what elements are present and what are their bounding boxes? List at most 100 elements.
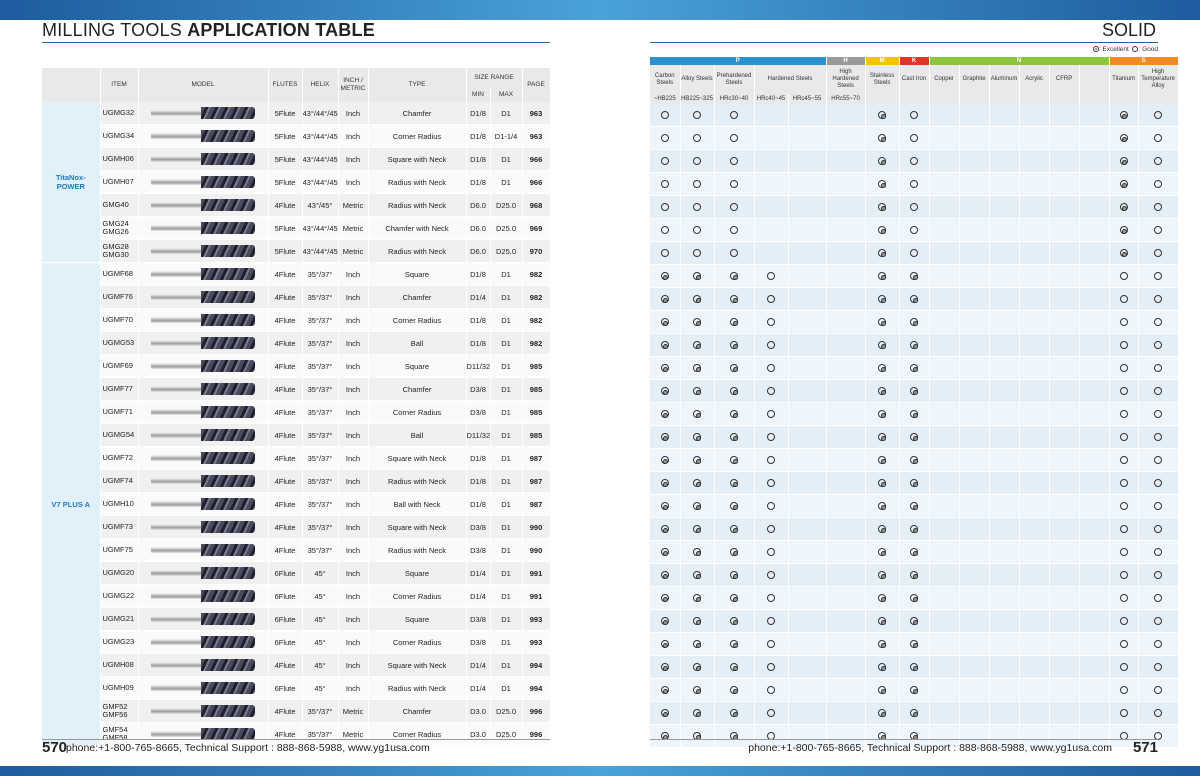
material-label: Carbon Steels — [650, 65, 681, 94]
helix-angle: 35°/37° — [302, 446, 339, 470]
tool-type: Chamfer with Neck — [368, 216, 467, 240]
size-max: D25.0 — [490, 722, 523, 746]
tool-image — [138, 331, 269, 355]
page-reference: 982 — [522, 285, 551, 309]
hardness-label — [959, 94, 990, 104]
rating-cell — [788, 287, 827, 311]
page-reference: 990 — [522, 538, 551, 562]
good-icon — [910, 203, 919, 211]
rating-row — [650, 586, 1179, 610]
excellent-icon — [730, 709, 738, 717]
tool-type: Corner Radius — [368, 308, 467, 332]
rating-cell — [865, 425, 900, 449]
good-icon — [1154, 364, 1163, 372]
rating-cell — [714, 540, 755, 564]
tool-image — [138, 561, 269, 585]
rating-cell — [929, 724, 960, 748]
good-icon — [910, 134, 919, 142]
rating-cell — [865, 218, 900, 242]
unit-system: Inch — [338, 676, 369, 700]
tool-type: Chamfer — [368, 699, 467, 723]
excellent-icon — [660, 617, 669, 625]
rating-cell — [788, 609, 827, 633]
rating-cell — [989, 494, 1020, 518]
item-code: UGMG20 — [100, 561, 139, 585]
rating-cell — [929, 540, 960, 564]
unit-system: Inch — [338, 400, 369, 424]
page-reference: 963 — [522, 102, 551, 125]
hardness-label — [1019, 94, 1050, 104]
rating-cell — [929, 310, 960, 334]
end-mill-icon — [151, 244, 255, 258]
tool-type: Square with Neck — [368, 446, 467, 470]
item-code: UGMF77 — [100, 377, 139, 401]
excellent-icon — [910, 364, 919, 372]
excellent-icon — [660, 686, 669, 694]
flute-count: 4Flute — [268, 285, 303, 309]
rating-cell — [826, 471, 866, 495]
rating-cell — [788, 471, 827, 495]
rating-cell — [714, 218, 755, 242]
rating-cell — [1109, 310, 1139, 334]
good-icon — [660, 226, 669, 234]
rating-cell — [826, 264, 866, 288]
rating-cell — [1109, 701, 1139, 725]
size-max: D1 — [490, 377, 523, 401]
rating-cell — [714, 471, 755, 495]
excellent-icon — [660, 594, 669, 602]
good-icon — [1154, 134, 1163, 142]
material-label: Aluminum — [989, 65, 1020, 94]
end-mill-icon — [151, 382, 255, 396]
rating-cell — [899, 540, 930, 564]
unit-system: Inch — [338, 584, 369, 608]
good-icon — [767, 548, 775, 556]
helix-angle: 45° — [302, 653, 339, 677]
rating-cell — [1019, 104, 1050, 127]
rating-cell — [1019, 609, 1050, 633]
rating-cell — [754, 241, 789, 265]
end-mill-icon — [151, 428, 255, 442]
item-header: ITEM — [100, 68, 139, 102]
rating-row — [650, 678, 1179, 702]
rating-cell — [826, 149, 866, 173]
rating-cell — [1049, 586, 1080, 610]
flutes-header: FLUTES — [268, 68, 303, 102]
size-max: D1 — [490, 538, 523, 562]
rating-cell — [959, 609, 990, 633]
excellent-icon — [910, 709, 919, 717]
end-mill-icon — [151, 704, 255, 718]
rating-cell — [899, 195, 930, 219]
size-max: D1 — [490, 170, 523, 194]
rating-cell — [1049, 678, 1080, 702]
rating-cell — [754, 195, 789, 219]
rating-cell — [714, 149, 755, 173]
page-reference: 982 — [522, 308, 551, 332]
rating-cell — [899, 448, 930, 472]
flute-count: 4Flute — [268, 538, 303, 562]
rating-cell — [680, 655, 715, 679]
table-row: UGMF75 4Flute 35°/37° Inch Radius with Neck D… — [42, 538, 551, 562]
rating-cell — [899, 471, 930, 495]
rating-cell — [1138, 448, 1179, 472]
table-row: UGMH09 6Flute 45° Inch Radius with Neck D1/4 D… — [42, 676, 551, 700]
excellent-icon — [910, 594, 919, 602]
excellent-icon — [878, 663, 887, 671]
excellent-icon — [878, 548, 887, 556]
rating-cell — [1079, 701, 1110, 725]
excellent-icon — [730, 548, 738, 556]
good-icon — [767, 571, 775, 579]
good-icon — [730, 203, 738, 211]
material-label: High Hardened Steels — [826, 65, 866, 94]
rating-cell — [826, 655, 866, 679]
size-max: D25.0 — [490, 193, 523, 217]
good-icon — [693, 111, 701, 119]
rating-cell — [1019, 402, 1050, 426]
flute-count: 5Flute — [268, 239, 303, 263]
rating-cell — [714, 264, 755, 288]
rating-cell — [788, 149, 827, 173]
unit-system: Inch — [338, 102, 369, 125]
rating-cell — [865, 126, 900, 150]
rating-cell — [959, 333, 990, 357]
good-icon — [730, 157, 738, 165]
size-min: D1/8 — [466, 124, 491, 148]
